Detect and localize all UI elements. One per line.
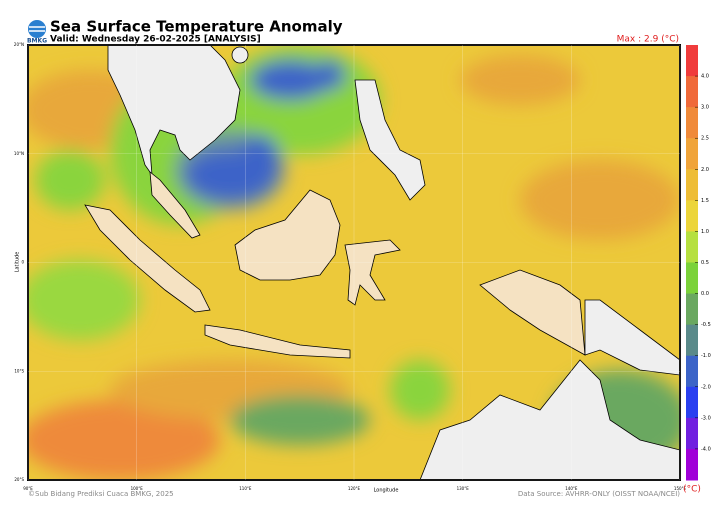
colorbar-label: 4.0 — [701, 74, 709, 80]
lon-label: 150°E — [674, 486, 687, 491]
colorbar-label: 2.0 — [701, 167, 709, 173]
land — [84, 45, 680, 480]
map — [28, 45, 680, 480]
lon-label: 100°E — [131, 486, 144, 491]
lat-label: 10°S — [14, 368, 24, 373]
colorbar-segment — [686, 417, 698, 450]
title: Sea Surface Temperature Anomaly — [50, 18, 343, 36]
subtitle: Valid: Wednesday 26-02-2025 [ANALYSIS] — [50, 35, 261, 45]
hainan — [231, 46, 249, 64]
lon-label: 90°E — [23, 486, 33, 491]
colorbar-segment — [686, 293, 698, 326]
colorbar-label: 0.5 — [701, 260, 709, 266]
malay-peninsula — [149, 171, 201, 239]
colorbar-label: -1.0 — [701, 353, 711, 359]
max-label: Max : 2.9 (°C) — [617, 35, 679, 45]
colorbar-label: -0.5 — [701, 322, 711, 328]
logo-text: BMKG — [27, 38, 47, 45]
map-frame — [27, 44, 681, 481]
colorbar-segment — [686, 200, 698, 232]
colorbar-label: 1.0 — [701, 229, 709, 235]
colorbar-segment — [686, 231, 698, 263]
colorbar-segment — [686, 262, 698, 295]
colorbar-label: -4.0 — [701, 446, 711, 452]
lat-label: 10°N — [14, 151, 24, 156]
papua-new-guinea — [584, 299, 680, 376]
lon-title: Longitude — [374, 488, 399, 494]
colorbar-segment — [686, 324, 698, 357]
australia — [419, 359, 680, 480]
papua — [479, 269, 586, 356]
colorbar-label: -3.0 — [701, 415, 711, 421]
colorbar-label: 3.0 — [701, 105, 709, 111]
lon-label: 110°E — [239, 486, 252, 491]
java — [204, 324, 351, 359]
lon-label: 130°E — [457, 486, 470, 491]
colorbar-segment — [686, 76, 698, 108]
lat-label: 0 — [21, 260, 24, 265]
lon-label: 120°E — [348, 486, 361, 491]
lon-label: 140°E — [565, 486, 578, 491]
colorbar: 4.0 3.0 2.5 2.0 1.5 1.0 0.5 0.0 -0.5 -1.0 -2.0 -3.0… — [686, 45, 711, 481]
colorbar-unit: (°C) — [683, 485, 701, 495]
logo: BMKG — [27, 20, 47, 45]
lat-title: Latitude — [15, 252, 21, 273]
indochina — [107, 45, 241, 177]
colorbar-label: 1.5 — [701, 198, 709, 204]
lat-label: 20°N — [14, 42, 24, 47]
colorbar-label: -2.0 — [701, 384, 711, 390]
colorbar-segment — [686, 386, 698, 419]
axes: 20°N 10°N 0 10°S 20°S 90°E 100°E 110°E 120°E 130°… — [14, 42, 687, 491]
logo-wave — [29, 26, 45, 32]
colorbar-segment — [686, 448, 698, 481]
colorbar-segment — [686, 355, 698, 388]
colorbar-segment — [686, 138, 698, 170]
borneo — [234, 189, 341, 281]
colorbar-label: 2.5 — [701, 136, 709, 142]
credit: ©Sub Bidang Prediksi Cuaca BMKG, 2025 — [28, 490, 174, 498]
colorbar-segment — [686, 107, 698, 139]
colorbar-segment — [686, 169, 698, 201]
source: Data Source: AVHRR-ONLY (OISST NOAA/NCEI… — [518, 490, 680, 498]
logo-icon — [28, 20, 46, 38]
colorbar-label: 0.0 — [701, 291, 709, 297]
sulawesi — [344, 239, 401, 306]
philippines — [354, 79, 426, 201]
lat-label: 20°S — [14, 477, 24, 482]
colorbar-segment — [686, 45, 698, 77]
sumatra — [84, 204, 211, 313]
